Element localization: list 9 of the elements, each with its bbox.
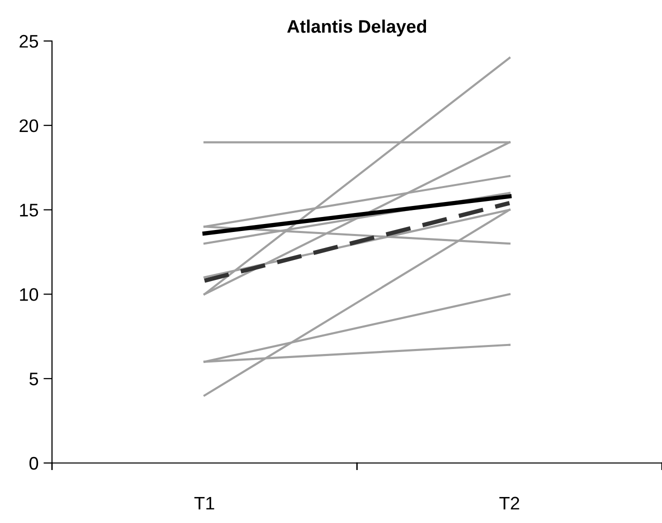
y-tick-label: 20 [20, 119, 38, 132]
y-tick-label: 10 [20, 288, 38, 301]
chart-title: Atlantis Delayed [287, 20, 426, 36]
x-tick-label: T2 [499, 496, 520, 510]
y-tick-label: 15 [20, 204, 38, 217]
y-tick-label: 5 [29, 372, 38, 386]
y-tick-label: 25 [20, 34, 38, 48]
x-tick-label: T1 [194, 496, 214, 510]
y-tick-label: 0 [29, 456, 38, 470]
